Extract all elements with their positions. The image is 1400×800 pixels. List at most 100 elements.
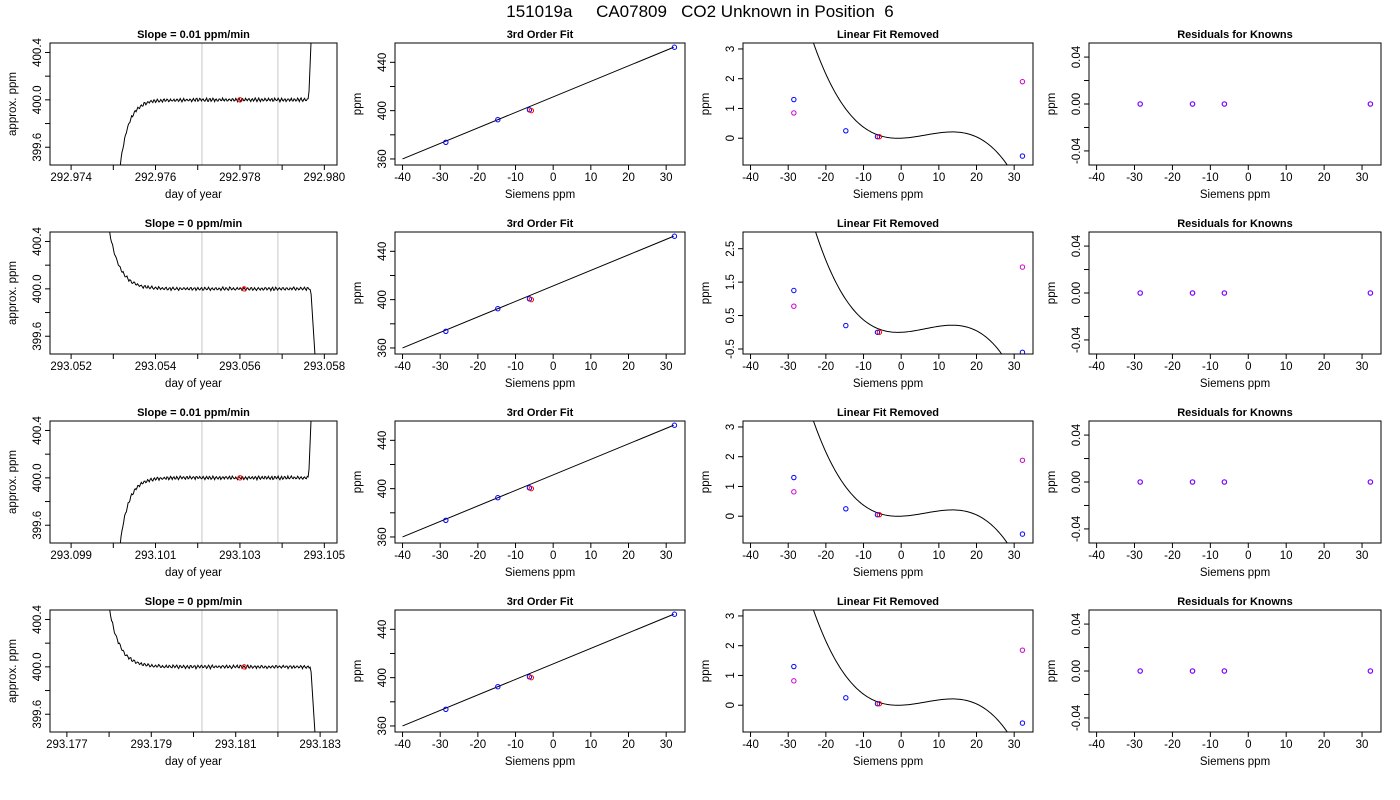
y-tick-label: 440	[377, 242, 389, 261]
x-tick-label: 30	[660, 172, 673, 184]
panel-title: Residuals for Knowns	[1177, 407, 1293, 419]
x-tick-label: 293.056	[219, 361, 261, 373]
x-tick-label: 10	[932, 739, 945, 751]
plot-frame	[394, 42, 686, 166]
plot-area	[1137, 101, 1374, 107]
y-tick-label: 360	[377, 149, 389, 168]
x-tick-label: 10	[932, 550, 945, 562]
x-tick-label: 30	[1356, 550, 1369, 562]
residual-point	[1189, 479, 1196, 485]
x-tick-label: -40	[742, 739, 759, 751]
y-tick-label: 0.04	[1071, 612, 1083, 635]
x-tick-label: -40	[394, 550, 411, 562]
plot-area	[1137, 668, 1374, 674]
x-tick-label: 293.105	[304, 550, 346, 562]
residual-point	[1367, 101, 1374, 107]
x-tick-label: -20	[470, 550, 487, 562]
y-axis-label: ppm	[1046, 93, 1058, 115]
plot-frame	[49, 609, 338, 733]
x-tick-label: -40	[1088, 172, 1105, 184]
y-axis-label: ppm	[1046, 660, 1058, 682]
secondary-point	[791, 489, 797, 495]
y-tick-label: 400.4	[32, 415, 44, 444]
x-tick-label: 0	[1245, 550, 1251, 562]
x-tick-label: 20	[622, 361, 635, 373]
x-tick-label: -40	[1088, 550, 1105, 562]
x-tick-label: 20	[1318, 550, 1331, 562]
plot-frame	[1088, 609, 1382, 733]
y-tick-label: 400	[377, 101, 389, 120]
row1-trace-panel: Slope = 0.01 ppm/min day of year approx. p…	[7, 29, 345, 201]
row3-trace-panel: Slope = 0.01 ppm/min day of year approx. p…	[7, 407, 346, 579]
y-tick-label: 400	[377, 668, 389, 687]
y-tick-label: 399.6	[32, 700, 44, 729]
residual-point	[1137, 290, 1143, 296]
x-tick-label: 10	[584, 172, 597, 184]
y-tick-label: 0	[725, 513, 737, 519]
co2-trace-line	[109, 232, 316, 354]
plot-area	[1137, 290, 1374, 296]
y-axis-label: approx. ppm	[7, 639, 19, 703]
x-tick-label: 0	[1245, 172, 1251, 184]
unknown-point	[876, 134, 883, 140]
panel-title: Residuals for Knowns	[1177, 29, 1293, 41]
x-tick-label: -10	[507, 172, 524, 184]
panel-title: Slope = 0 ppm/min	[145, 218, 243, 230]
x-tick-label: -30	[1126, 550, 1143, 562]
x-tick-label: -10	[855, 739, 872, 751]
x-tick-label: -20	[818, 550, 835, 562]
x-tick-label: -40	[1088, 361, 1105, 373]
x-tick-label: 30	[1008, 172, 1021, 184]
residual-point	[1189, 101, 1196, 107]
y-tick-label: 3	[725, 46, 737, 52]
known-standard-point	[843, 695, 849, 701]
x-tick-label: 0	[1245, 361, 1251, 373]
panel-title: Linear Fit Removed	[837, 29, 939, 41]
y-tick-label: 400	[377, 290, 389, 309]
panel-title: Linear Fit Removed	[837, 596, 939, 608]
x-tick-label: 10	[1280, 739, 1293, 751]
known-standard-point	[843, 322, 849, 329]
x-tick-label: -20	[1164, 739, 1181, 751]
known-standard-point	[874, 329, 881, 335]
plot-area	[119, 421, 312, 543]
x-tick-label: 293.052	[50, 361, 92, 373]
residual-point	[1221, 668, 1228, 674]
x-tick-label: 20	[622, 739, 635, 751]
x-axis-label: day of year	[165, 189, 222, 201]
x-tick-label: -20	[818, 172, 835, 184]
y-tick-label: 0.5	[725, 308, 737, 324]
fit-line	[402, 235, 674, 349]
known-standard-point	[791, 663, 797, 670]
fit-line	[402, 613, 674, 727]
plot-area	[109, 610, 316, 732]
y-tick-label: 400.0	[32, 85, 44, 114]
x-axis-label: Siemens ppm	[505, 567, 575, 579]
plot-area	[1137, 479, 1374, 485]
y-tick-label: 360	[377, 716, 389, 735]
x-tick-label: 0	[550, 739, 556, 751]
y-axis-label: ppm	[1046, 282, 1058, 304]
panel-title: Slope = 0.01 ppm/min	[137, 407, 250, 419]
secondary-point	[791, 303, 797, 309]
known-standard-point	[495, 684, 501, 690]
y-tick-label: 0.04	[1071, 234, 1083, 257]
residual-point	[1137, 668, 1143, 674]
y-tick-label: 400.4	[32, 37, 44, 66]
known-standard-point	[495, 495, 501, 501]
known-standard-point	[1019, 153, 1026, 159]
y-tick-label: 400.4	[32, 604, 44, 633]
x-tick-label: 20	[970, 739, 983, 751]
y-tick-label: 0.04	[1071, 45, 1083, 68]
x-tick-label: -10	[507, 739, 524, 751]
cubic-curve	[812, 610, 1008, 732]
x-axis-label: Siemens ppm	[853, 189, 923, 201]
secondary-point	[1019, 457, 1026, 463]
sample-point	[237, 97, 243, 103]
x-tick-label: 0	[898, 361, 904, 373]
x-tick-label: -30	[780, 550, 797, 562]
y-tick-label: -0.04	[1071, 326, 1083, 353]
known-standard-point	[443, 706, 449, 712]
x-tick-label: -30	[1126, 361, 1143, 373]
x-tick-label: 293.181	[215, 739, 257, 751]
